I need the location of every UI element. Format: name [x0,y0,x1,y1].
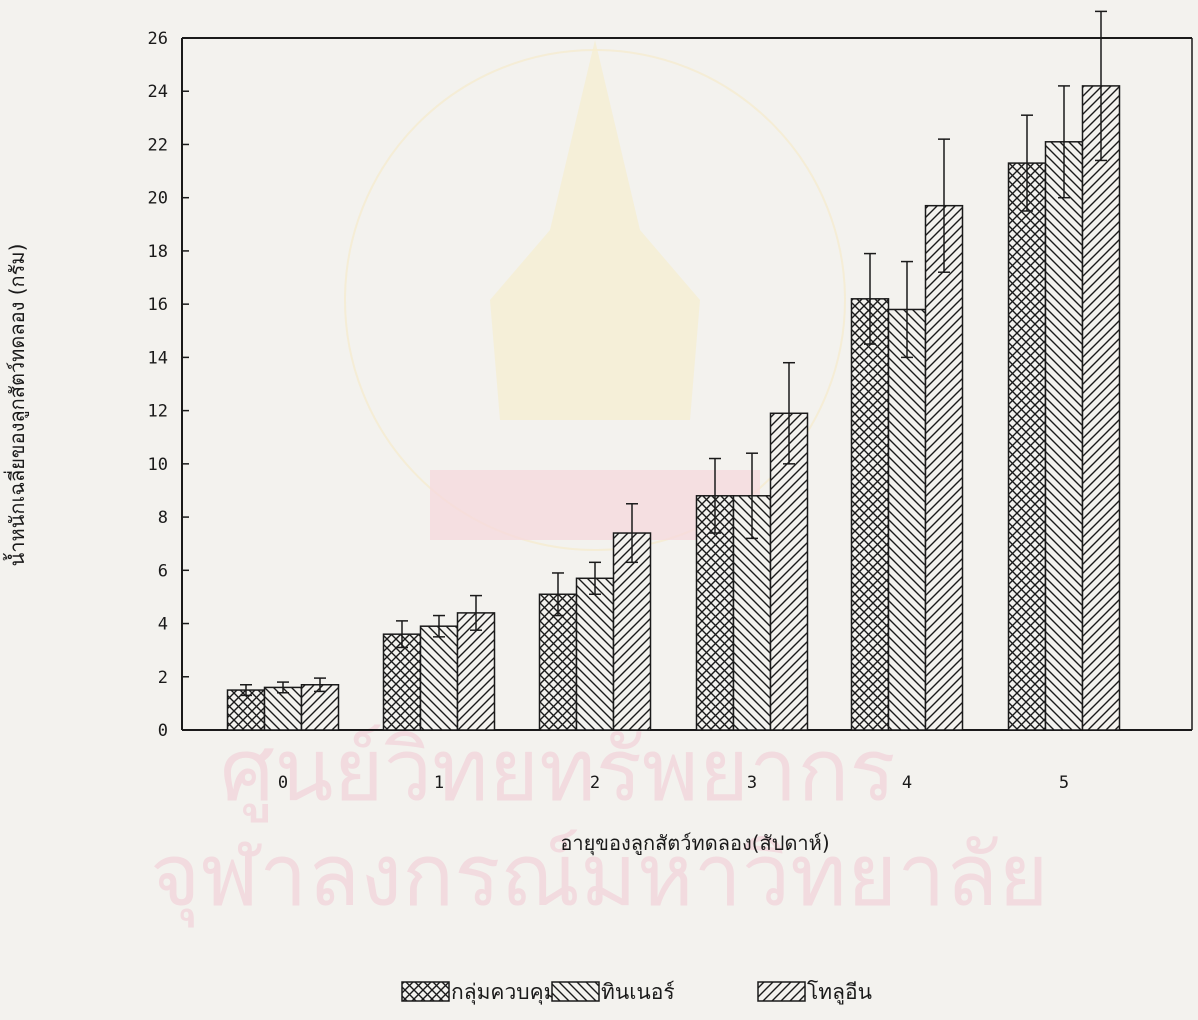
error-bar-slash-week-4 [938,138,950,273]
y-tick-label: 14 [148,348,168,368]
y-tick-label: 24 [148,82,168,102]
bar-slash-week-1 [456,612,496,731]
y-tick-label: 22 [148,135,168,155]
error-bar-crosshatch-week-0 [240,684,252,697]
bar-slash-week-5 [1081,85,1121,731]
error-bar-crosshatch-week-4 [864,252,876,345]
y-tick-label: 6 [158,561,168,581]
x-tick-label-1: 1 [434,773,444,793]
bar-slash-week-4 [924,204,964,731]
bar-backslash-week-4 [887,308,927,731]
bar-backslash-week-0 [263,686,303,731]
error-bar-slash-week-1 [470,594,482,631]
bar-group-week-0 [226,677,340,731]
bar-group-week-5 [1007,10,1121,731]
error-bar-crosshatch-week-3 [709,457,721,534]
y-tick-label: 4 [158,615,168,635]
watermark: ศูนย์วิทยทรัพยากร จุฬาลงกรณ์มหาวิทยาลัย [150,40,1049,928]
bar-group-week-3 [695,361,809,731]
error-bar-slash-week-0 [314,677,326,693]
bar-backslash-week-5 [1044,141,1084,731]
bar-backslash-week-1 [419,625,459,731]
x-tick-label-4: 4 [902,773,912,793]
bar-slash-week-3 [769,412,809,731]
error-bar-crosshatch-week-1 [396,620,408,649]
y-tick-label: 26 [148,29,168,49]
bar-slash-week-0 [300,684,340,731]
x-axis-tick-labels: 0 1 2 3 4 5 [278,773,1069,793]
bar-crosshatch-week-1 [382,633,422,731]
bar-crosshatch-week-3 [695,495,735,731]
bar-slash-week-2 [612,532,652,731]
bar-crosshatch-week-2 [538,593,578,731]
error-bar-slash-week-3 [783,361,795,465]
x-tick-label-5: 5 [1059,773,1069,793]
legend: กลุ่มควบคุม ทินเนอร์ โทลูอีน [401,980,872,1005]
y-tick-label: 18 [148,242,168,262]
bar-crosshatch-week-5 [1007,162,1047,731]
error-bar-backslash-week-0 [277,681,289,694]
error-bar-slash-week-5 [1095,10,1107,162]
bar-crosshatch-week-4 [850,298,890,731]
y-tick-label: 2 [158,668,168,688]
legend-label-slash: โทลูอีน [807,980,872,1005]
y-tick-label: 10 [148,455,168,475]
legend-label-crosshatch: กลุ่มควบคุม [451,980,558,1005]
y-tick-label: 12 [148,402,168,422]
legend-swatch-backslash [551,981,600,1002]
error-bar-backslash-week-3 [746,452,758,540]
legend-item-backslash: ทินเนอร์ [551,980,675,1004]
error-bar-backslash-week-2 [589,561,601,596]
emblem-watermark [344,40,846,551]
error-bar-backslash-week-5 [1058,85,1070,199]
watermark-line-2: จุฬาลงกรณ์มหาวิทยาลัย [150,826,1049,928]
error-bar-backslash-week-4 [901,260,913,359]
y-tick-label: 20 [148,189,168,209]
bar-group-week-1 [382,594,496,731]
y-axis-title: น้ำหนักเฉลี่ยของลูกสัตว์ทดลอง (กรัม) [3,244,30,567]
legend-swatch-slash [757,981,806,1002]
bar-backslash-week-2 [575,577,615,731]
x-tick-label-3: 3 [747,773,757,793]
legend-item-crosshatch: กลุ่มควบคุม [401,980,558,1005]
x-axis-title: อายุของลูกสัตว์ทดลอง(สัปดาห์) [560,831,829,856]
watermark-line-1: ศูนย์วิทยทรัพยากร [220,721,896,823]
error-bar-crosshatch-week-2 [552,572,564,617]
bar-group-week-4 [850,138,964,731]
x-tick-label-2: 2 [590,773,600,793]
legend-swatch-crosshatch [401,981,450,1002]
bar-groups [226,10,1121,731]
legend-label-backslash: ทินเนอร์ [601,980,675,1004]
error-bar-slash-week-2 [626,503,638,564]
bar-group-week-2 [538,503,652,731]
x-tick-label-0: 0 [278,773,288,793]
legend-item-slash: โทลูอีน [757,980,872,1005]
y-tick-label: 16 [148,295,168,315]
error-bar-backslash-week-1 [433,614,445,638]
error-bar-crosshatch-week-5 [1021,114,1033,212]
y-tick-label: 0 [158,721,168,741]
y-tick-label: 8 [158,508,168,528]
